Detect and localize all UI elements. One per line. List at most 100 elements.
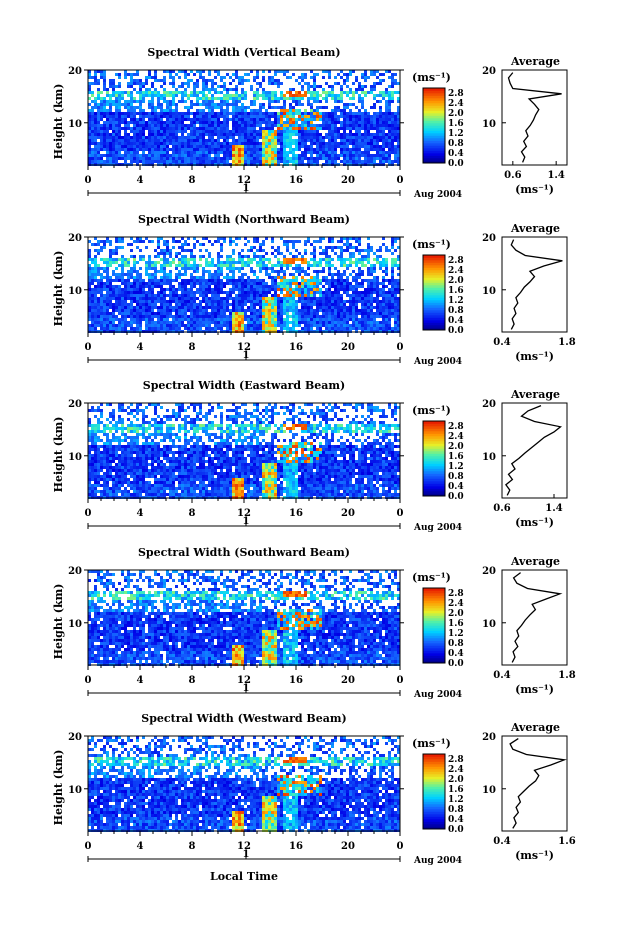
colorbar <box>423 754 445 829</box>
colorbar-segment <box>423 489 445 492</box>
colorbar-segment <box>423 807 445 810</box>
panel-title: Spectral Width (Northward Beam) <box>138 213 350 226</box>
x-tick-label: 16 <box>289 841 303 852</box>
x-tick-label: 20 <box>341 841 355 852</box>
colorbar-segment <box>423 626 445 629</box>
date-label: Aug 2004 <box>413 190 462 200</box>
x-tick-label: 16 <box>289 175 303 186</box>
x-tick-label: 4 <box>137 675 144 686</box>
profile-x-tick-label: 1.4 <box>545 503 562 514</box>
colorbar-tick-label: 0.4 <box>448 482 464 492</box>
profile-line <box>510 739 564 829</box>
profile-title: Average <box>510 555 560 568</box>
x-tick-label: 8 <box>189 841 196 852</box>
colorbar-segment <box>423 466 445 469</box>
colorbar-segment <box>423 481 445 484</box>
profile-y-tick-label: 20 <box>482 233 496 244</box>
colorbar-segment <box>423 819 445 822</box>
x-tick-label: 0 <box>397 841 404 852</box>
x-tick-label: 20 <box>341 675 355 686</box>
colorbar-segment <box>423 802 445 805</box>
colorbar-segment <box>423 123 445 126</box>
profile-y-tick-label: 20 <box>482 566 496 577</box>
colorbar-segment <box>423 476 445 479</box>
colorbar-segment <box>423 151 445 154</box>
colorbar-tick-label: 0.4 <box>448 815 464 825</box>
colorbar-tick-label: 2.8 <box>448 755 464 765</box>
colorbar-tick-label: 1.6 <box>448 119 464 129</box>
colorbar-tick-label: 2.4 <box>448 432 464 442</box>
colorbar-unit: (ms⁻¹) <box>412 404 451 417</box>
colorbar-segment <box>423 782 445 785</box>
colorbar-segment <box>423 308 445 311</box>
colorbar-segment <box>423 809 445 812</box>
colorbar-segment <box>423 298 445 301</box>
colorbar-segment <box>423 757 445 760</box>
colorbar-segment <box>423 118 445 121</box>
y-tick-label: 10 <box>68 452 82 463</box>
colorbar-segment <box>423 300 445 303</box>
colorbar-segment <box>423 794 445 797</box>
x-tick-label: 0 <box>85 508 92 519</box>
profile-frame <box>502 237 567 332</box>
colorbar-segment <box>423 108 445 111</box>
profile-title: Average <box>510 55 560 68</box>
panel-title: Spectral Width (Vertical Beam) <box>147 46 340 59</box>
y-axis-label: Height (km) <box>52 750 65 826</box>
colorbar-segment <box>423 268 445 271</box>
colorbar-segment <box>423 631 445 634</box>
profile-y-tick-label: 10 <box>482 452 496 463</box>
profile-x-tick-label: 1.8 <box>558 337 575 348</box>
colorbar-segment <box>423 148 445 151</box>
colorbar <box>423 421 445 496</box>
colorbar-segment <box>423 136 445 139</box>
x-tick-label: 0 <box>397 175 404 186</box>
x-tick-label: 16 <box>289 342 303 353</box>
heatmap-image <box>88 736 400 832</box>
colorbar-segment <box>423 275 445 278</box>
colorbar-unit: (ms⁻¹) <box>412 238 451 251</box>
colorbar-segment <box>423 439 445 442</box>
colorbar-segment <box>423 459 445 462</box>
day-label: 1 <box>243 350 250 361</box>
profile-frame <box>502 403 567 498</box>
profile-x-label: (ms⁻¹) <box>515 683 554 696</box>
colorbar-tick-label: 2.8 <box>448 89 464 99</box>
colorbar-segment <box>423 121 445 124</box>
profile-x-label: (ms⁻¹) <box>515 849 554 862</box>
colorbar-segment <box>423 621 445 624</box>
colorbar-tick-label: 1.2 <box>448 795 464 805</box>
panel-1: Spectral Width (Vertical Beam)Height (km… <box>52 46 567 200</box>
profile-y-tick-label: 20 <box>482 66 496 77</box>
date-label: Aug 2004 <box>413 856 462 866</box>
colorbar-segment <box>423 320 445 323</box>
colorbar-segment <box>423 764 445 767</box>
colorbar-segment <box>423 424 445 427</box>
colorbar-segment <box>423 616 445 619</box>
colorbar-tick-label: 1.2 <box>448 129 464 139</box>
colorbar-segment <box>423 618 445 621</box>
x-tick-label: 16 <box>289 675 303 686</box>
colorbar-tick-label: 1.2 <box>448 296 464 306</box>
profile-y-tick-label: 10 <box>482 785 496 796</box>
colorbar-segment <box>423 325 445 328</box>
heatmap-image <box>88 403 400 499</box>
colorbar-tick-label: 1.6 <box>448 452 464 462</box>
colorbar-segment <box>423 310 445 313</box>
y-tick-label: 10 <box>68 119 82 130</box>
profile-x-tick-label: 1.8 <box>558 670 575 681</box>
x-tick-label: 8 <box>189 342 196 353</box>
colorbar-segment <box>423 131 445 134</box>
colorbar-segment <box>423 138 445 141</box>
colorbar-tick-label: 2.8 <box>448 589 464 599</box>
colorbar-segment <box>423 288 445 291</box>
y-tick-label: 10 <box>68 619 82 630</box>
x-tick-label: 4 <box>137 342 144 353</box>
colorbar-segment <box>423 426 445 429</box>
colorbar-segment <box>423 260 445 263</box>
colorbar-segment <box>423 429 445 432</box>
colorbar-segment <box>423 762 445 765</box>
